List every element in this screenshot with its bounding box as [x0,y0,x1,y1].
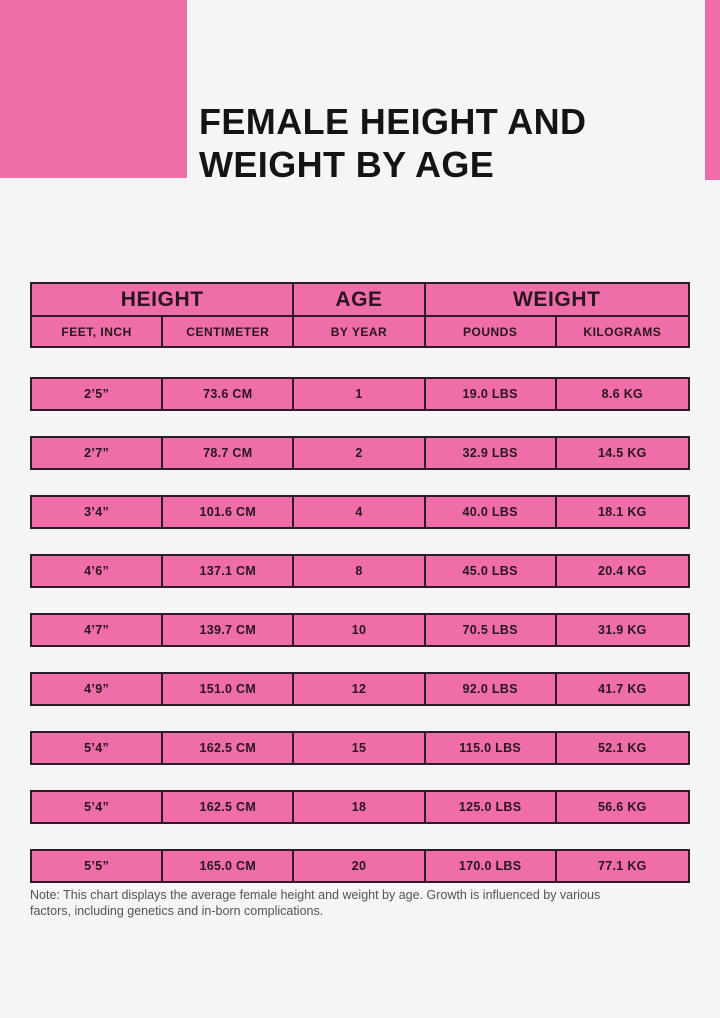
table-body: 2’5” 73.6 CM 1 19.0 LBS 8.6 KG 2’7” 78.7 CM 2 32… [30,377,690,883]
table-cell: 8.6 KG [601,387,644,401]
table-cell: 73.6 CM [163,379,295,409]
table-row: 4’7” 139.7 CM 10 70.5 LBS 31.9 KG [30,613,690,647]
footnote: Note: This chart displays the average fe… [30,888,601,918]
table-row: 3’4” 101.6 CM 4 40.0 LBS 18.1 KG [30,495,690,529]
table-cell: 3’4” [32,497,164,527]
header-col: CENTIMETER [163,317,295,346]
table-cell: 125.0 LBS [426,792,557,822]
table-cell: 8 [294,556,426,586]
table-row: 5’4” 162.5 CM 18 125.0 LBS 56.6 KG [30,790,690,824]
table-cell: 151.0 CM [163,674,295,704]
table-cell: 70.5 LBS [426,615,557,645]
table-cell: 41.7 KG [598,682,647,696]
table-cell: 5’4” [32,733,164,763]
table-cell: 2 [294,438,426,468]
table-cell: 92.0 LBS [426,674,557,704]
table-cell: 45.0 LBS [426,556,557,586]
table-cell: 4 [294,497,426,527]
height-weight-table: HEIGHT AGE WEIGHT FEET, INCH CENTIMETER BY Y… [30,282,690,883]
table-cell: 19.0 LBS [426,379,557,409]
table-cell: 40.0 LBS [426,497,557,527]
table-cell: 12 [294,674,426,704]
table-cell: 20 [294,851,426,881]
header-group-age: AGE [294,284,426,315]
table-cell: 165.0 CM [163,851,295,881]
table-cell: 2’5” [32,379,164,409]
header-col: KILOGRAMS [583,324,662,339]
table-cell: 4’9” [32,674,164,704]
table-header-groups: HEIGHT AGE WEIGHT [32,284,688,317]
table-cell: 56.6 KG [598,800,647,814]
table-header-columns: FEET, INCH CENTIMETER BY YEAR POUNDS KILOGRA… [32,317,688,346]
table-cell: 15 [294,733,426,763]
page-title-line1: FEMALE HEIGHT AND [199,101,587,142]
table-row: 2’5” 73.6 CM 1 19.0 LBS 8.6 KG [30,377,690,411]
table-cell: 78.7 CM [163,438,295,468]
table-cell: 18 [294,792,426,822]
table-cell: 162.5 CM [163,792,295,822]
table-cell: 1 [294,379,426,409]
table-cell: 14.5 KG [598,446,647,460]
table-cell: 18.1 KG [598,505,647,519]
header-col: POUNDS [426,317,557,346]
table-cell: 101.6 CM [163,497,295,527]
header-group-height: HEIGHT [32,284,295,315]
table-cell: 5’5” [32,851,164,881]
table-cell: 4’7” [32,615,164,645]
pink-corner-block [0,0,187,178]
header-group-weight: WEIGHT [512,287,601,311]
table-cell: 137.1 CM [163,556,295,586]
table-cell: 52.1 KG [598,741,647,755]
table-cell: 2’7” [32,438,164,468]
pink-edge-strip [705,0,720,180]
table-cell: 139.7 CM [163,615,295,645]
table-header: HEIGHT AGE WEIGHT FEET, INCH CENTIMETER BY Y… [30,282,690,348]
table-cell: 115.0 LBS [426,733,557,763]
table-row: 5’5” 165.0 CM 20 170.0 LBS 77.1 KG [30,849,690,883]
table-cell: 10 [294,615,426,645]
header-col: BY YEAR [294,317,426,346]
table-row: 5’4” 162.5 CM 15 115.0 LBS 52.1 KG [30,731,690,765]
table-cell: 32.9 LBS [426,438,557,468]
page-title-line2: WEIGHT BY AGE [199,144,495,185]
table-row: 4’9” 151.0 CM 12 92.0 LBS 41.7 KG [30,672,690,706]
table-cell: 4’6” [32,556,164,586]
table-row: 4’6” 137.1 CM 8 45.0 LBS 20.4 KG [30,554,690,588]
page-title: FEMALE HEIGHT AND WEIGHT BY AGE [199,100,679,186]
table-row: 2’7” 78.7 CM 2 32.9 LBS 14.5 KG [30,436,690,470]
table-cell: 5’4” [32,792,164,822]
table-cell: 170.0 LBS [426,851,557,881]
header-col: FEET, INCH [32,317,164,346]
table-cell: 31.9 KG [598,623,647,637]
table-cell: 162.5 CM [163,733,295,763]
table-cell: 77.1 KG [598,859,647,873]
table-cell: 20.4 KG [598,564,647,578]
